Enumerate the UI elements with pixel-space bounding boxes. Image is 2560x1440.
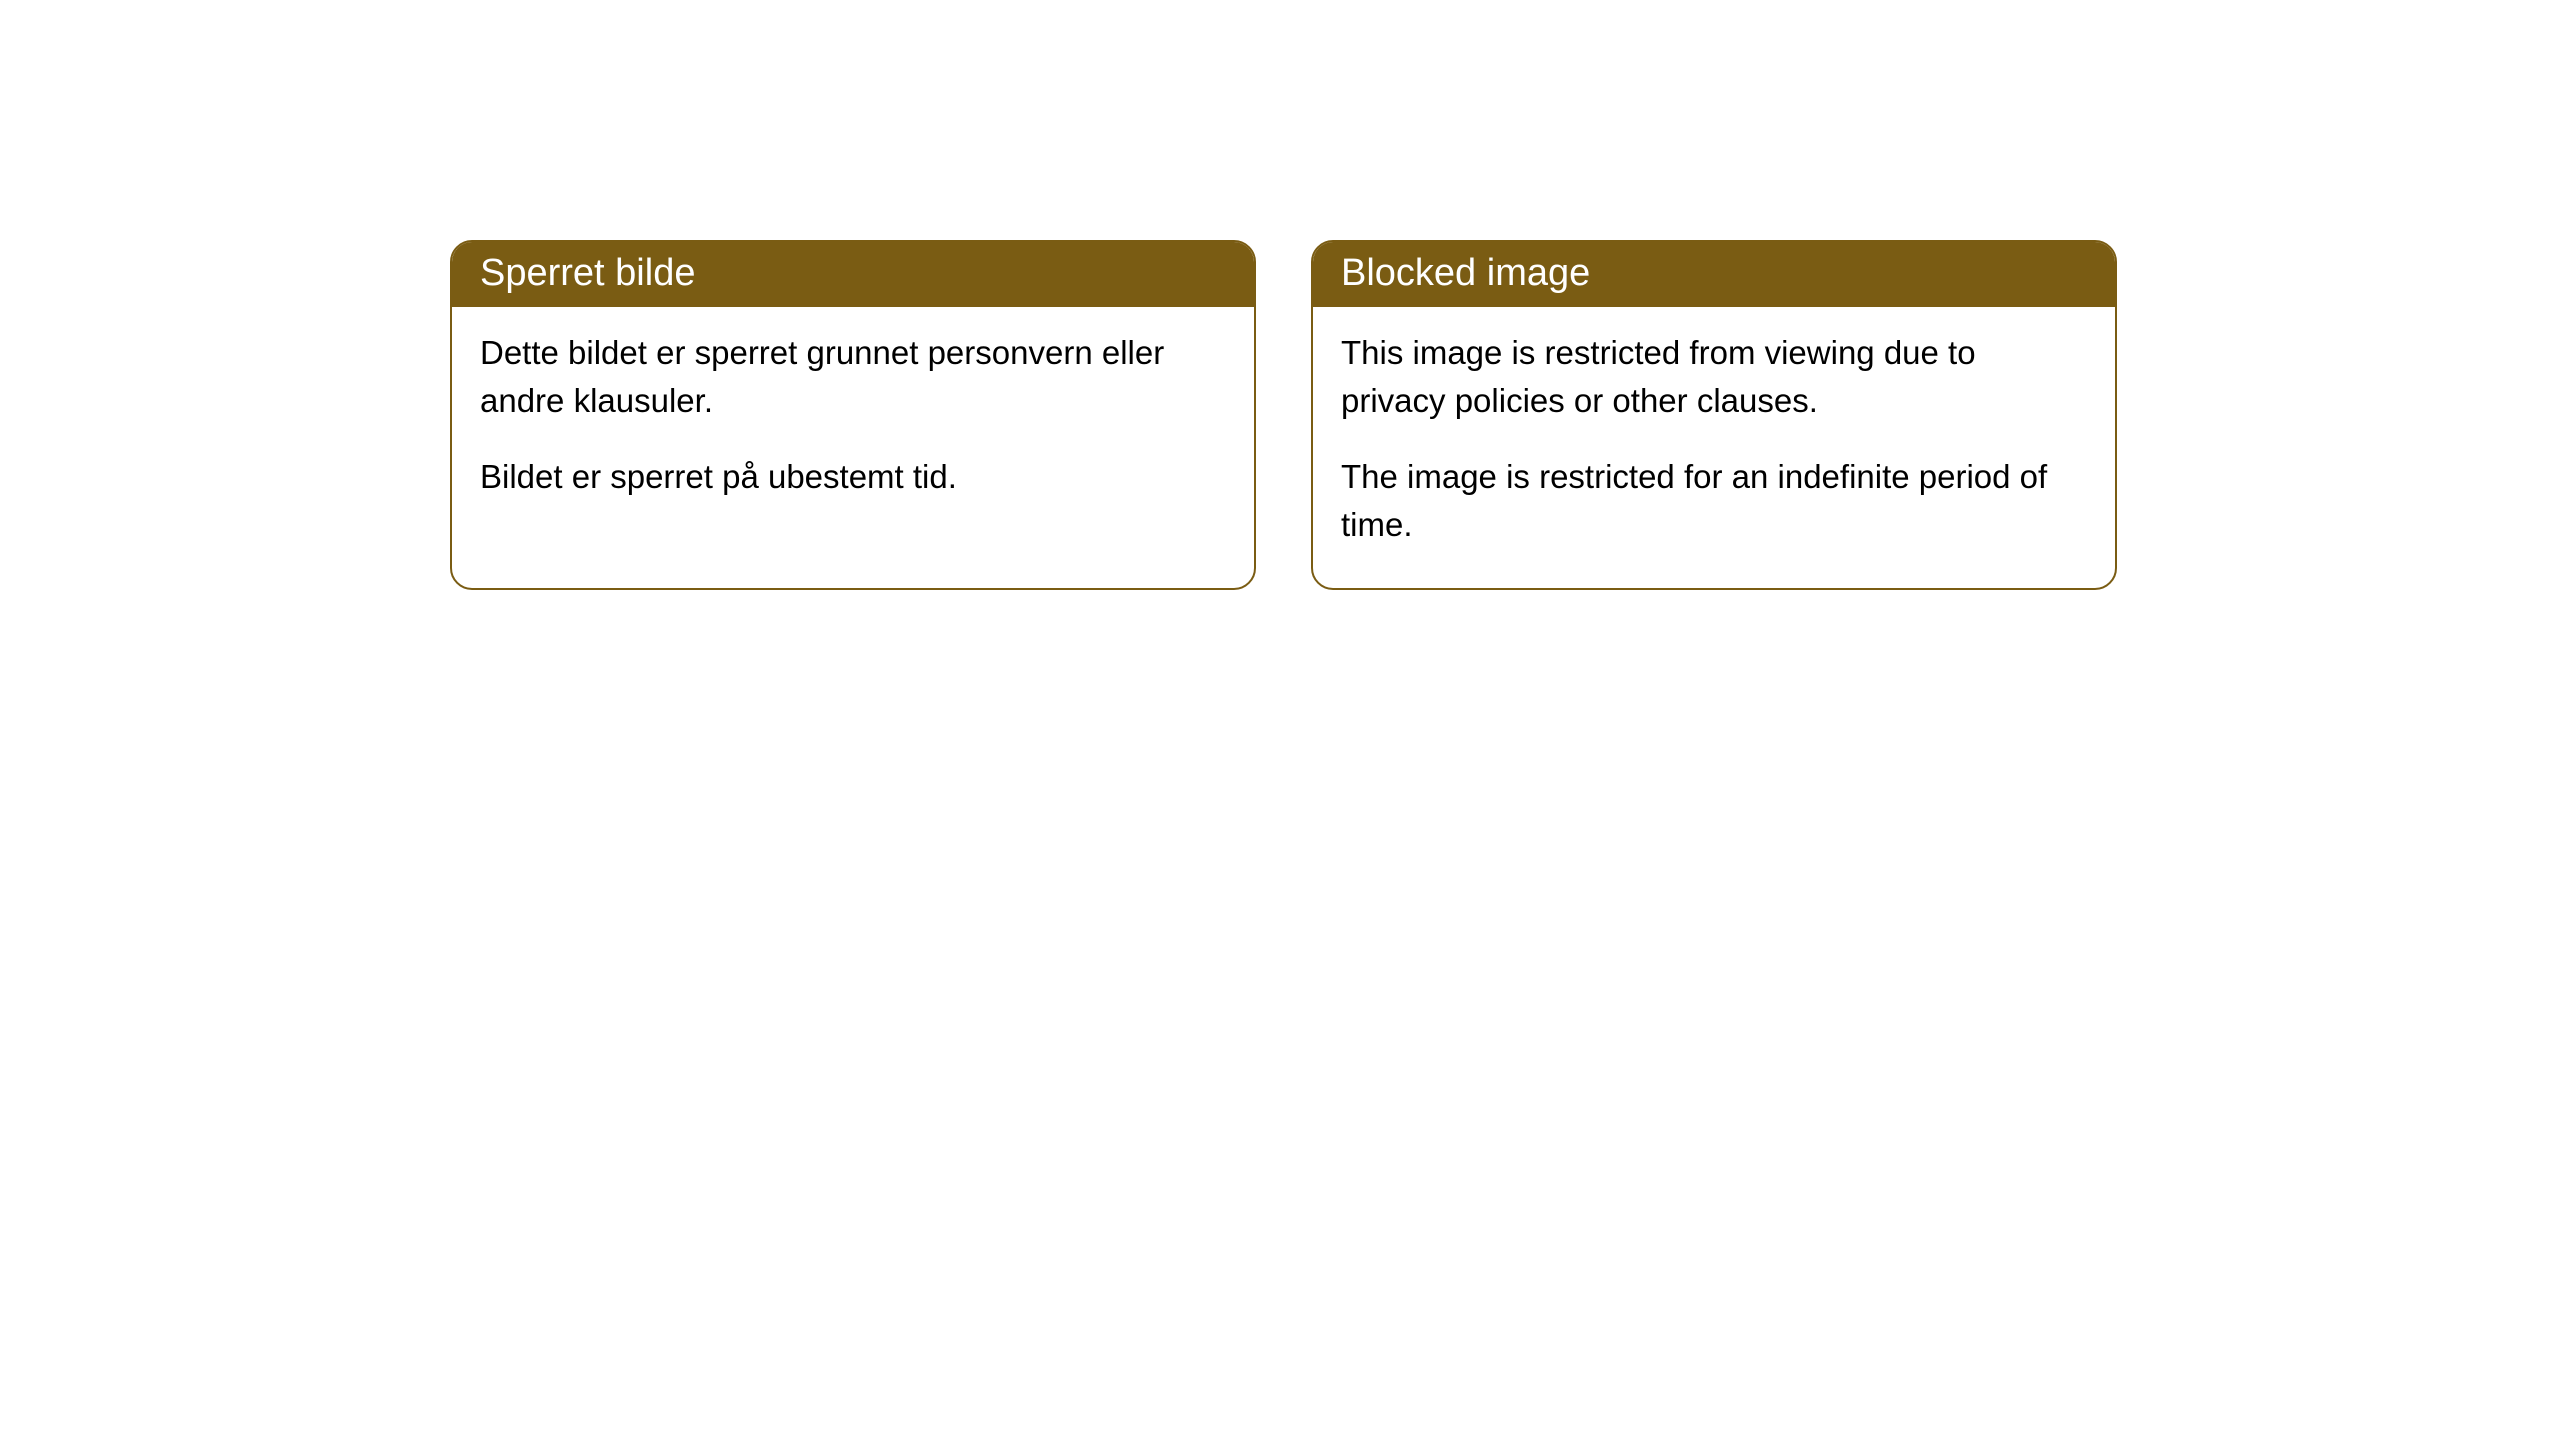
card-paragraph: The image is restricted for an indefinit… (1341, 453, 2087, 549)
blocked-image-card-en: Blocked image This image is restricted f… (1311, 240, 2117, 590)
card-paragraph: This image is restricted from viewing du… (1341, 329, 2087, 425)
card-paragraph: Dette bildet er sperret grunnet personve… (480, 329, 1226, 425)
card-header-no: Sperret bilde (452, 242, 1254, 307)
blocked-image-card-no: Sperret bilde Dette bildet er sperret gr… (450, 240, 1256, 590)
card-container: Sperret bilde Dette bildet er sperret gr… (0, 0, 2560, 590)
card-paragraph: Bildet er sperret på ubestemt tid. (480, 453, 1226, 501)
card-body-no: Dette bildet er sperret grunnet personve… (452, 307, 1254, 541)
card-header-en: Blocked image (1313, 242, 2115, 307)
card-body-en: This image is restricted from viewing du… (1313, 307, 2115, 588)
